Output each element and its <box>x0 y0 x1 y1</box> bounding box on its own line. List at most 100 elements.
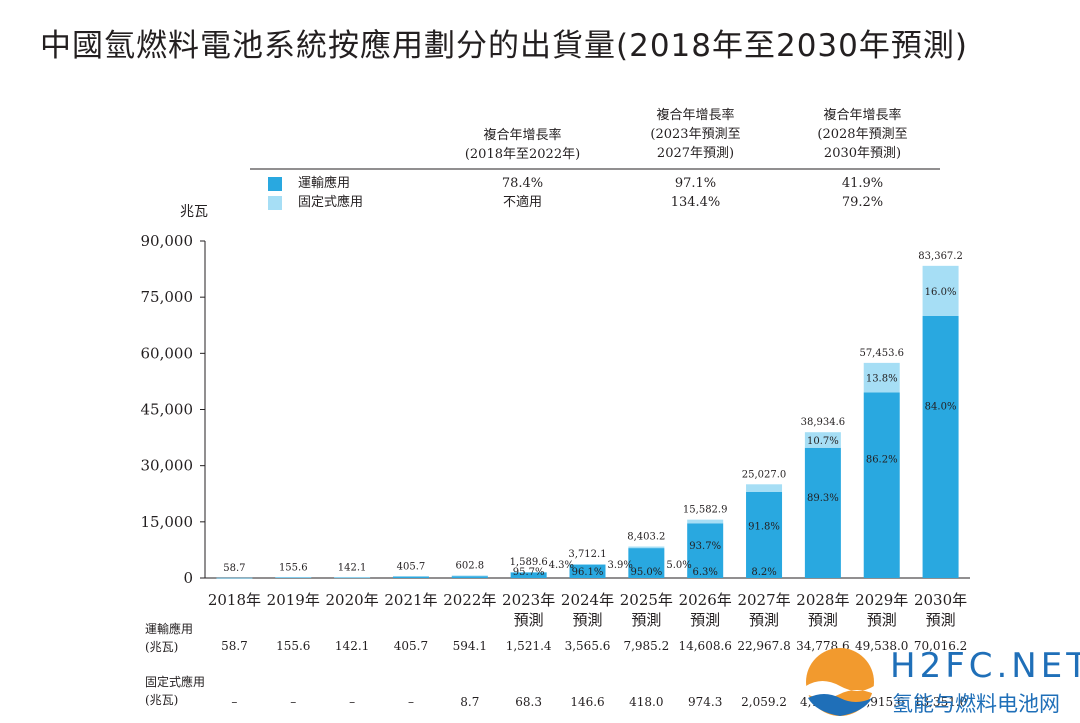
table-cell-transport: 58.7 <box>221 639 248 653</box>
table-cell-transport: 70,016.2 <box>913 639 968 653</box>
cagr-1-transport: 78.4% <box>501 176 544 191</box>
transport-pct-label: 93.7% <box>689 541 721 552</box>
watermark-brand: H2FC.NET <box>890 646 1080 686</box>
x-tick-label: 預測 <box>631 611 661 629</box>
table-cell-transport: 155.6 <box>276 639 311 653</box>
stationary-pct-label: 8.2% <box>751 567 776 578</box>
y-tick-label: 15,000 <box>141 513 194 531</box>
x-tick-label: 預測 <box>514 611 544 629</box>
x-tick-label: 2025年 <box>620 591 673 609</box>
transport-pct-label: 86.2% <box>866 455 898 466</box>
y-tick-label: 0 <box>183 569 193 587</box>
transport-pct-label: 96.1% <box>572 567 604 578</box>
cagr-2-stationary: 134.4% <box>670 195 721 210</box>
x-tick-label: 預測 <box>926 611 956 629</box>
table-cell-stationary: 974.3 <box>688 695 723 709</box>
bar-stationary <box>687 519 724 524</box>
x-tick-label: 2027年 <box>737 591 790 609</box>
table-cell-stationary: 418.0 <box>629 695 664 709</box>
x-tick-label: 預測 <box>808 611 838 629</box>
x-tick-label: 2024年 <box>561 591 614 609</box>
legend-label-stationary: 固定式應用 <box>298 195 364 210</box>
bar-transport <box>804 447 841 578</box>
cagr-3-transport: 41.9% <box>841 176 884 191</box>
transport-pct-label: 95.7% <box>513 567 545 578</box>
bar-stationary <box>922 265 959 316</box>
bar-stationary <box>863 362 900 393</box>
bar-transport <box>275 577 312 579</box>
table-cell-stationary: 146.6 <box>570 695 605 709</box>
table-stationary-label: 固定式應用 (兆瓦) <box>145 675 206 707</box>
stationary-pct-label: 4.3% <box>549 560 574 571</box>
bar-stationary <box>804 432 841 448</box>
bar-transport <box>687 523 724 578</box>
table-transport-label: 運輸應用 (兆瓦) <box>145 622 194 654</box>
y-axis-unit-label: 兆瓦 <box>180 204 208 220</box>
bar-transport <box>510 572 547 578</box>
table-cell-stationary: – <box>407 695 414 709</box>
stationary-pct-label: 10.7% <box>807 436 839 447</box>
table-cell-stationary: – <box>290 695 297 709</box>
bar-transport <box>334 577 371 579</box>
x-tick-label: 2023年 <box>502 591 555 609</box>
table-cell-transport: 49,538.0 <box>855 639 909 653</box>
table-cell-transport: 594.1 <box>452 639 487 653</box>
bar-total-label: 58.7 <box>223 563 245 574</box>
bar-total-label: 3,712.1 <box>568 549 606 560</box>
table-cell-transport: 1,521.4 <box>505 639 552 653</box>
cagr-3-header: 複合年增長率 (2028年預測至 2030年預測) <box>817 108 908 161</box>
transport-pct-label: 89.3% <box>807 493 839 504</box>
bar-stationary <box>569 564 606 565</box>
bar-total-label: 142.1 <box>338 562 367 573</box>
legend-label-transport: 運輸應用 <box>298 176 351 191</box>
y-tick-label: 45,000 <box>141 401 194 419</box>
legend-swatch-stationary <box>268 196 282 210</box>
x-tick-label: 2029年 <box>855 591 908 609</box>
table-cell-stationary: 8.7 <box>460 695 480 709</box>
cagr-3-stationary: 79.2% <box>841 195 884 210</box>
bar-stationary <box>746 484 783 492</box>
x-tick-label: 2022年 <box>443 591 496 609</box>
x-tick-label: 2018年 <box>208 591 261 609</box>
bar-transport <box>569 564 606 578</box>
transport-pct-label: 84.0% <box>925 401 957 412</box>
table-cell-transport: 14,608.6 <box>678 639 732 653</box>
bar-transport <box>451 575 488 578</box>
x-tick-label: 2026年 <box>679 591 732 609</box>
y-tick-label: 60,000 <box>141 344 194 362</box>
stationary-pct-label: 6.3% <box>692 567 717 578</box>
stationary-pct-label: 16.0% <box>925 287 957 298</box>
x-tick-label: 2020年 <box>326 591 379 609</box>
bar-total-label: 405.7 <box>397 561 426 572</box>
y-tick-label: 30,000 <box>141 457 194 475</box>
table-cell-stationary: 13,351.0 <box>913 695 968 709</box>
h2fc-watermark-logo: H2FC.NET 氢能与燃料电池网 <box>800 640 1080 723</box>
bar-total-label: 1,589.6 <box>510 557 548 568</box>
stationary-pct-label: 13.8% <box>866 374 898 385</box>
cagr-2-header: 複合年增長率 (2023年預測至 2027年預測) <box>650 108 741 161</box>
bar-total-label: 15,582.9 <box>683 505 728 516</box>
bar-total-label: 57,453.6 <box>859 348 904 359</box>
bar-transport <box>746 491 783 578</box>
stationary-pct-label: 3.9% <box>608 560 633 571</box>
stationary-pct-label: 5.0% <box>666 560 691 571</box>
transport-pct-label: 91.8% <box>748 521 780 532</box>
cagr-1-stationary: 不適用 <box>502 195 542 210</box>
bar-total-label: 25,027.0 <box>742 469 787 480</box>
cagr-1-header: 複合年增長率 (2018年至2022年) <box>464 128 581 162</box>
bar-stationary <box>628 546 665 549</box>
logo-icon <box>806 648 874 716</box>
x-tick-label: 預測 <box>572 611 602 629</box>
bar-transport <box>863 392 900 578</box>
table-cell-stationary: 2,059.2 <box>741 695 787 709</box>
x-tick-label: 2019年 <box>267 591 320 609</box>
x-tick-label: 2021年 <box>384 591 437 609</box>
table-cell-stationary: – <box>349 695 356 709</box>
bar-transport <box>216 577 253 579</box>
bar-total-label: 8,403.2 <box>627 532 665 543</box>
transport-pct-label: 95.0% <box>630 567 662 578</box>
legend-swatch-transport <box>268 177 282 191</box>
x-tick-label: 2030年 <box>914 591 967 609</box>
table-cell-transport: 3,565.6 <box>564 639 611 653</box>
